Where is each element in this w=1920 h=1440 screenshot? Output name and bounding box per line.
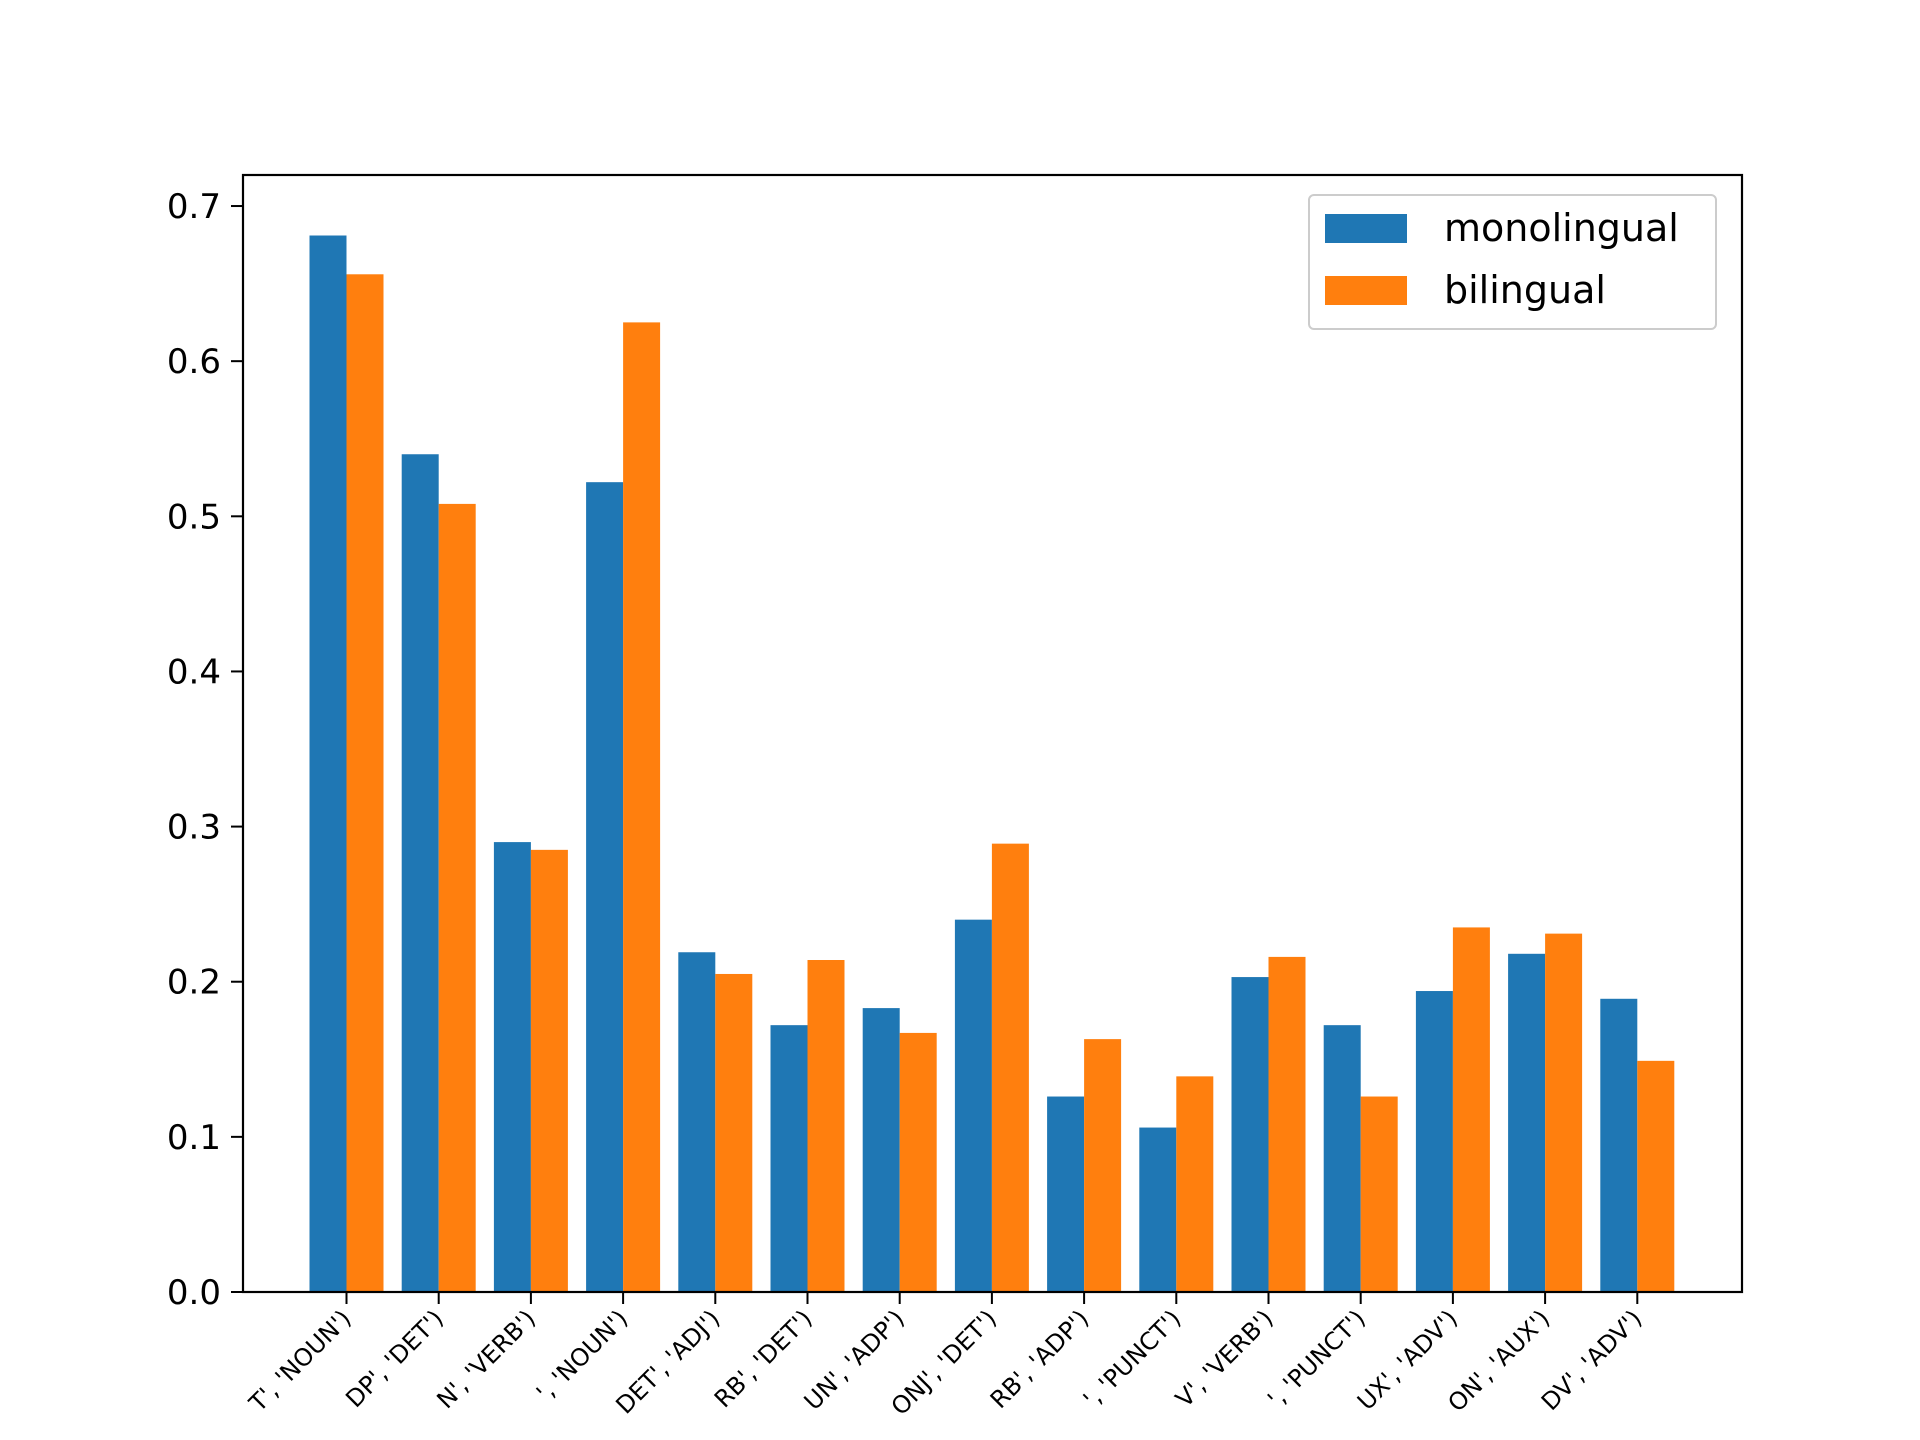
- bar-monolingual-10: [1231, 977, 1269, 1292]
- bar-monolingual-13: [1508, 953, 1546, 1292]
- bar-monolingual-12: [1415, 991, 1453, 1292]
- bar-bilingual-7: [991, 843, 1029, 1292]
- x-tick-label-2: N', 'VERB'): [431, 1304, 541, 1414]
- y-tick-label-2: 0.2: [167, 963, 221, 1003]
- bar-bilingual-11: [1360, 1096, 1398, 1292]
- bar-bilingual-4: [715, 973, 753, 1292]
- y-tick-label-4: 0.4: [167, 652, 221, 692]
- y-axis: 0.0 0.1 0.2 0.3 0.4 0.5 0.6 0.7: [167, 187, 243, 1313]
- legend-label-bilingual: bilingual: [1444, 268, 1606, 312]
- bars-layer: [309, 235, 1675, 1293]
- y-tick-label-1: 0.1: [167, 1118, 221, 1158]
- bar-monolingual-14: [1600, 998, 1638, 1292]
- bar-monolingual-1: [401, 454, 439, 1292]
- x-tick-label-8: RB', 'ADP'): [985, 1304, 1095, 1414]
- bar-bilingual-8: [1084, 1039, 1122, 1292]
- bar-bilingual-13: [1545, 933, 1583, 1292]
- bar-bilingual-12: [1452, 927, 1490, 1292]
- bar-bilingual-3: [623, 322, 661, 1292]
- bar-monolingual-9: [1139, 1127, 1177, 1292]
- bar-monolingual-3: [586, 482, 624, 1292]
- x-tick-label-10: V', 'VERB'): [1170, 1304, 1279, 1413]
- bar-monolingual-2: [493, 842, 531, 1292]
- x-tick-label-9: ', 'PUNCT'): [1078, 1304, 1187, 1413]
- legend: monolingual bilingual: [1308, 194, 1717, 330]
- bar-monolingual-7: [954, 919, 992, 1292]
- legend-label-monolingual: monolingual: [1444, 206, 1679, 250]
- bar-bilingual-5: [807, 960, 845, 1292]
- y-tick-label-7: 0.7: [167, 187, 221, 227]
- y-tick-label-3: 0.3: [167, 808, 221, 848]
- x-axis: T', 'NOUN')DP', 'DET')N', 'VERB')', 'NOU…: [243, 1292, 1648, 1421]
- bar-bilingual-14: [1637, 1060, 1675, 1292]
- legend-box: [1308, 194, 1717, 330]
- bar-monolingual-5: [770, 1025, 808, 1292]
- bar-bilingual-10: [1268, 956, 1306, 1292]
- x-tick-label-0: T', 'NOUN'): [243, 1304, 356, 1417]
- y-tick-label-0: 0.0: [167, 1273, 221, 1313]
- y-tick-label-5: 0.5: [167, 497, 221, 537]
- legend-swatch-monolingual: [1325, 214, 1407, 243]
- y-tick-label-6: 0.6: [167, 342, 221, 382]
- legend-swatch-bilingual: [1325, 276, 1407, 305]
- bar-monolingual-8: [1047, 1096, 1085, 1292]
- plot-frame: [241, 173, 1744, 1294]
- bar-monolingual-11: [1323, 1025, 1361, 1292]
- x-tick-label-14: DV', 'ADV'): [1536, 1304, 1648, 1416]
- bar-monolingual-0: [309, 235, 347, 1293]
- bar-bilingual-6: [899, 1032, 937, 1292]
- bar-monolingual-4: [678, 952, 716, 1292]
- bar-bilingual-2: [530, 849, 568, 1292]
- bar-bilingual-1: [438, 503, 476, 1293]
- bar-monolingual-6: [862, 1008, 900, 1292]
- bar-bilingual-0: [346, 274, 384, 1292]
- bar-bilingual-9: [1176, 1076, 1214, 1292]
